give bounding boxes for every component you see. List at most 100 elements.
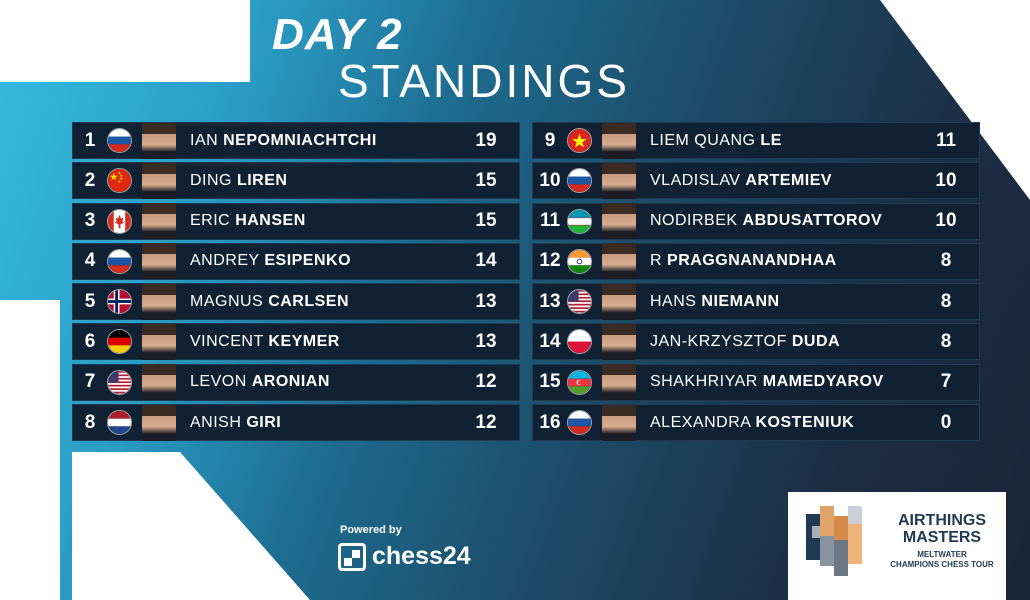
player-first-name: JAN-KRZYSZTOF xyxy=(650,332,787,350)
standings-row: 12 R PRAGGNANANDHAA 8 xyxy=(532,242,980,280)
title-standings: STANDINGS xyxy=(338,55,630,107)
player-first-name: SHAKHRIYAR xyxy=(650,373,758,391)
player-name: MAGNUS CARLSEN xyxy=(190,293,461,311)
india-flag-icon xyxy=(567,248,592,274)
player-rank: 6 xyxy=(84,330,96,352)
player-name: IAN NEPOMNIACHTCHI xyxy=(190,132,461,150)
player-first-name: ERIC xyxy=(190,212,231,230)
player-score: 8 xyxy=(940,290,952,312)
player-first-name: VINCENT xyxy=(190,332,264,350)
player-photo xyxy=(142,404,176,441)
player-first-name: IAN xyxy=(190,131,219,149)
chess24-logo[interactable]: chess24 xyxy=(338,542,471,571)
canada-flag-icon xyxy=(107,208,132,234)
vietnam-flag-icon xyxy=(567,128,592,153)
standings-row: 7 LEVON ARONIAN 12 xyxy=(72,363,520,401)
player-photo xyxy=(602,162,636,199)
sponsor-sub-1: MELTWATER xyxy=(917,550,967,559)
china-flag-icon xyxy=(107,168,132,194)
player-rank: 16 xyxy=(539,411,561,433)
player-photo xyxy=(602,243,636,280)
russia-flag-icon xyxy=(567,168,592,194)
player-last-name: LE xyxy=(760,131,782,149)
standings-row: 2 DING LIREN 15 xyxy=(72,162,520,200)
player-photo xyxy=(142,283,176,320)
standings-row: 5 MAGNUS CARLSEN 13 xyxy=(72,283,520,321)
sponsor-sub-2: CHAMPIONS CHESS TOUR xyxy=(890,560,994,569)
player-last-name: KOSTENIUK xyxy=(755,413,855,431)
chess24-brand: chess24 xyxy=(372,542,471,570)
sponsor-mosaic-icon xyxy=(806,506,862,576)
player-rank: 7 xyxy=(84,371,96,393)
russia-flag-icon xyxy=(107,248,132,274)
standings-row: 11 NODIRBEK ABDUSATTOROV 10 xyxy=(532,202,980,240)
player-rank: 1 xyxy=(84,129,96,151)
usa-flag-icon xyxy=(567,289,592,315)
player-first-name: NODIRBEK xyxy=(650,212,738,230)
russia-flag-icon xyxy=(107,128,132,153)
player-photo xyxy=(142,203,176,240)
germany-flag-icon xyxy=(107,329,132,355)
standings-row: 6 VINCENT KEYMER 13 xyxy=(72,323,520,361)
player-last-name: PRAGGNANANDHAA xyxy=(667,252,837,270)
player-rank: 13 xyxy=(539,290,561,312)
player-score: 7 xyxy=(940,371,952,393)
player-rank: 3 xyxy=(84,210,96,232)
player-rank: 4 xyxy=(84,250,96,272)
player-score: 8 xyxy=(940,250,952,272)
sponsor-title-2: MASTERS xyxy=(902,529,982,546)
standings-row: 1 IAN NEPOMNIACHTCHI 19 xyxy=(72,122,520,159)
player-last-name: ARONIAN xyxy=(251,373,330,391)
player-rank: 9 xyxy=(544,129,556,151)
player-rank: 11 xyxy=(539,210,561,232)
player-score: 12 xyxy=(475,371,497,393)
player-last-name: KEYMER xyxy=(268,332,340,350)
player-first-name: ANDREY xyxy=(190,252,260,270)
player-name: NODIRBEK ABDUSATTOROV xyxy=(650,212,921,230)
player-score: 19 xyxy=(475,129,497,151)
standings-row: 3 ERIC HANSEN 15 xyxy=(72,202,520,240)
standings-row: 14 JAN-KRZYSZTOF DUDA 8 xyxy=(532,323,980,361)
player-rank: 12 xyxy=(539,250,561,272)
player-photo xyxy=(602,122,636,159)
player-rank: 14 xyxy=(539,330,561,352)
poland-flag-icon xyxy=(567,329,592,355)
player-name: ERIC HANSEN xyxy=(190,212,461,230)
player-rank: 15 xyxy=(539,371,561,393)
player-photo xyxy=(142,122,176,159)
powered-by-label: Powered by xyxy=(340,524,402,536)
player-last-name: GIRI xyxy=(246,413,282,431)
player-last-name: ESIPENKO xyxy=(264,252,352,270)
player-last-name: CARLSEN xyxy=(268,292,350,310)
player-score: 15 xyxy=(475,169,497,191)
player-name: JAN-KRZYSZTOF DUDA xyxy=(650,333,921,351)
azerbaijan-flag-icon xyxy=(567,369,592,395)
standings-left: 1 IAN NEPOMNIACHTCHI 19 2 DING LIREN 15 3 ERIC … xyxy=(72,122,520,444)
player-score: 11 xyxy=(935,129,957,151)
netherlands-flag-icon xyxy=(107,410,132,436)
chess24-icon xyxy=(338,542,366,571)
player-name: ANISH GIRI xyxy=(190,414,461,432)
player-name: VINCENT KEYMER xyxy=(190,333,461,351)
player-score: 14 xyxy=(475,250,497,272)
player-rank: 5 xyxy=(84,290,96,312)
player-rank: 10 xyxy=(539,169,561,191)
player-score: 13 xyxy=(475,290,497,312)
standings-row: 16 ALEXANDRA KOSTENIUK 0 xyxy=(532,404,980,442)
standings-row: 15 SHAKHRIYAR MAMEDYAROV 7 xyxy=(532,363,980,401)
player-photo xyxy=(602,364,636,401)
player-rank: 8 xyxy=(84,411,96,433)
player-first-name: DING xyxy=(190,171,232,189)
player-photo xyxy=(602,283,636,320)
title-day: DAY 2 xyxy=(272,10,403,59)
standings-row: 4 ANDREY ESIPENKO 14 xyxy=(72,242,520,280)
standings-row: 8 ANISH GIRI 12 xyxy=(72,404,520,442)
player-score: 0 xyxy=(940,411,952,433)
player-photo xyxy=(602,404,636,441)
player-name: ALEXANDRA KOSTENIUK xyxy=(650,414,921,432)
player-score: 8 xyxy=(940,330,952,352)
player-first-name: ALEXANDRA xyxy=(650,413,751,431)
standings-row: 9 LIEM QUANG LE 11 xyxy=(532,122,980,159)
player-first-name: R xyxy=(650,252,663,270)
